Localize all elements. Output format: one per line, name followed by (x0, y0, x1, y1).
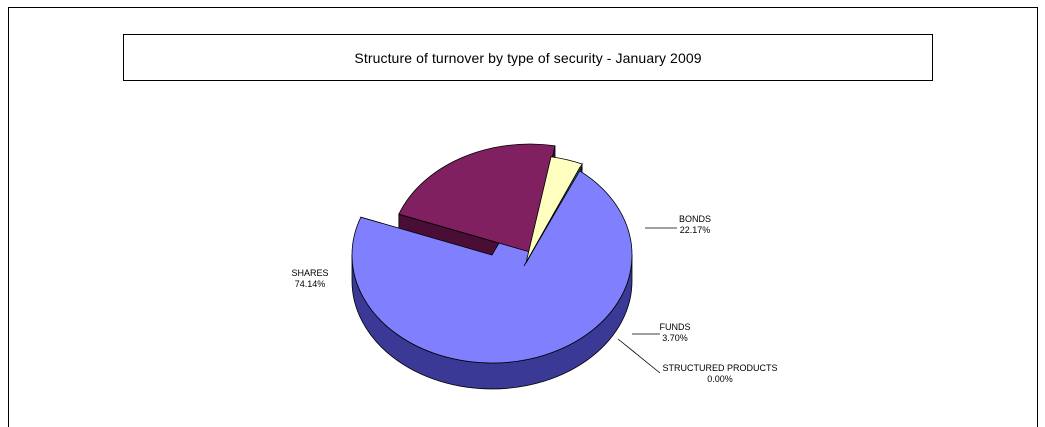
pie-slice-shares (351, 156, 633, 364)
leader-line-structured-products (617, 338, 661, 374)
slice-label-value-funds: 3.70% (662, 333, 688, 343)
slice-label-name-bonds: BONDS (679, 214, 711, 224)
slice-label-value-structured-products: 0.00% (707, 374, 733, 384)
pie-slice-structured-products (523, 166, 583, 267)
chart-title: Structure of turnover by type of securit… (354, 49, 702, 66)
slice-label-value-shares: 74.14% (295, 279, 326, 289)
slice-label-name-structured-products: STRUCTURED PRODUCTS (662, 363, 777, 373)
slice-label-value-bonds: 22.17% (680, 225, 711, 235)
slice-label-name-funds: FUNDS (660, 322, 691, 332)
pie-slice-bonds (398, 143, 556, 253)
chart-title-box: Structure of turnover by type of securit… (123, 34, 933, 81)
pie-slice-funds (525, 156, 583, 264)
slice-label-name-shares: SHARES (291, 268, 328, 278)
